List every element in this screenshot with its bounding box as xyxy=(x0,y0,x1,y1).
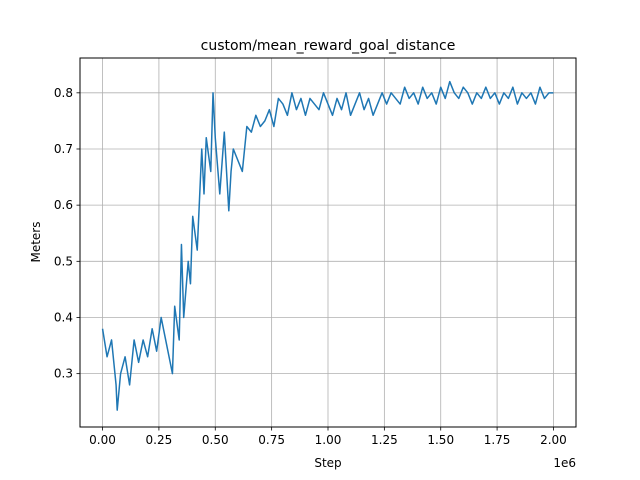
x-axis-ticks: 0.00 0.25 0.50 0.75 1.00 1.25 1.50 1.75 2.00 xyxy=(89,427,567,447)
x-tick-label: 1.00 xyxy=(315,433,342,447)
y-tick-label: 0.5 xyxy=(54,254,73,268)
y-tick-label: 0.3 xyxy=(54,367,73,381)
y-tick-label: 0.7 xyxy=(54,142,73,156)
x-tick-label: 1.50 xyxy=(427,433,454,447)
y-tick-label: 0.6 xyxy=(54,198,73,212)
y-tick-label: 0.4 xyxy=(54,310,73,324)
x-tick-label: 0.25 xyxy=(146,433,173,447)
y-tick-label: 0.8 xyxy=(54,86,73,100)
y-axis-ticks: 0.3 0.4 0.5 0.6 0.7 0.8 xyxy=(54,86,80,381)
x-axis-label: Step xyxy=(314,456,341,470)
x-tick-label: 2.00 xyxy=(540,433,567,447)
series-line-0 xyxy=(101,80,554,411)
plot-area xyxy=(101,80,554,411)
x-tick-label: 1.75 xyxy=(484,433,511,447)
x-tick-label: 0.75 xyxy=(258,433,285,447)
axes-frame xyxy=(79,57,577,428)
chart-title: custom/mean_reward_goal_distance xyxy=(201,38,456,54)
x-tick-label: 0.50 xyxy=(202,433,229,447)
x-axis-offset-label: 1e6 xyxy=(553,456,576,470)
x-tick-label: 1.25 xyxy=(371,433,398,447)
grid xyxy=(80,58,576,427)
y-axis-label: Meters xyxy=(29,221,43,262)
x-tick-label: 0.00 xyxy=(89,433,116,447)
